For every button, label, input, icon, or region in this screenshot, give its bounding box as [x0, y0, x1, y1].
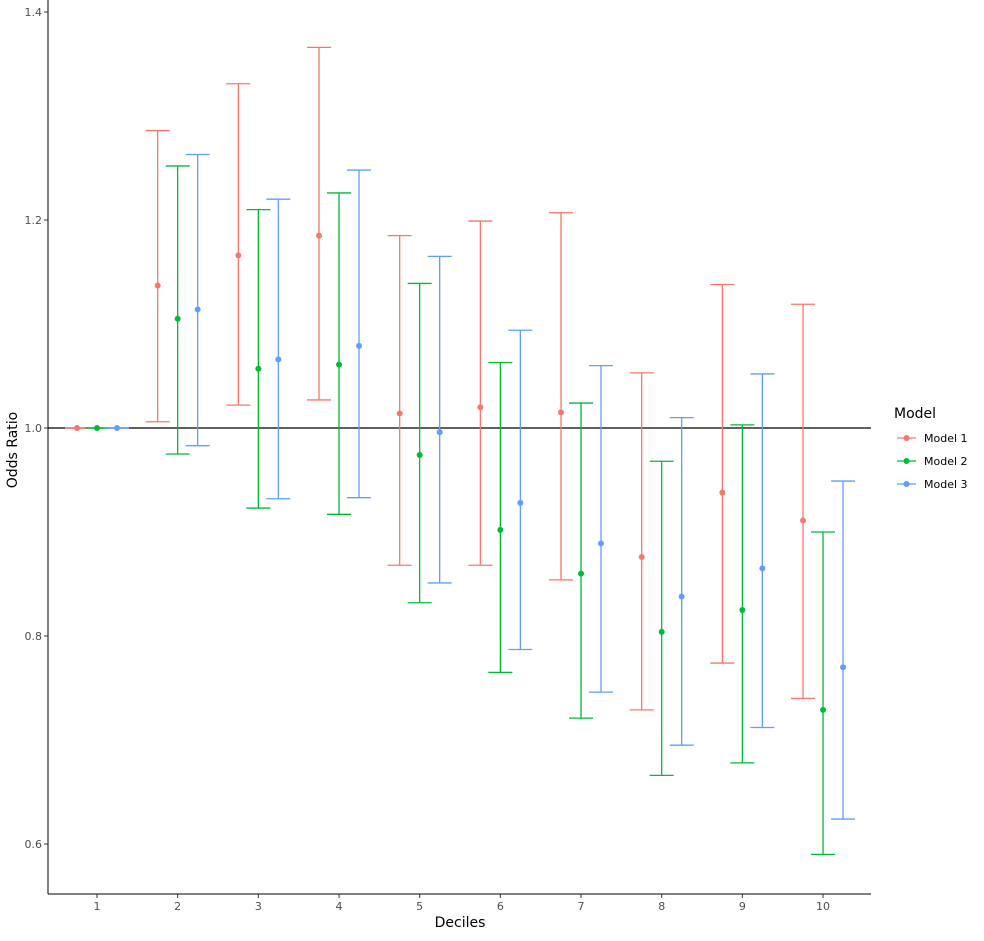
- data-point: [255, 365, 262, 372]
- data-point: [658, 628, 665, 635]
- data-point: [235, 252, 242, 259]
- y-tick-label: 1.4: [25, 6, 43, 19]
- series-3: [105, 153, 856, 820]
- data-point: [275, 356, 282, 363]
- y-tick-label: 1.0: [25, 422, 43, 435]
- legend-item-2: Model 2: [897, 455, 968, 468]
- data-point: [114, 425, 120, 431]
- data-point: [558, 409, 565, 416]
- y-tick-label: 0.6: [25, 838, 43, 851]
- legend-item-1: Model 1: [897, 432, 968, 445]
- x-axis-label: Deciles: [435, 915, 486, 931]
- legend-title: Model: [894, 406, 936, 422]
- legend: Model Model 1 Model 2 Model 3: [894, 406, 968, 491]
- legend-label: Model 1: [924, 432, 968, 445]
- legend-key-point: [903, 481, 910, 487]
- data-point: [678, 593, 685, 600]
- data-point: [396, 410, 403, 417]
- series-2: [85, 165, 836, 856]
- data-point: [336, 361, 343, 368]
- data-point: [416, 452, 423, 459]
- x-ticks: 1 2 3 4 5 6 7 8 9 10: [94, 894, 830, 913]
- data-point: [436, 429, 443, 436]
- y-tick-label: 1.2: [25, 214, 43, 227]
- data-point: [74, 425, 80, 431]
- data-point: [638, 553, 645, 560]
- data-point: [316, 232, 323, 239]
- y-tick-label: 0.8: [25, 630, 43, 643]
- plot-marks: [48, 46, 871, 856]
- legend-label: Model 3: [924, 478, 968, 491]
- data-point: [820, 706, 827, 713]
- data-point: [719, 489, 726, 496]
- data-point: [94, 425, 100, 431]
- y-axis-label: Odds Ratio: [5, 412, 21, 488]
- data-point: [840, 664, 847, 671]
- y-ticks: 0.6 0.8 1.0 1.2 1.4: [25, 6, 48, 851]
- legend-key-point: [903, 435, 910, 441]
- data-point: [598, 540, 605, 547]
- x-tick-label: 5: [416, 900, 423, 913]
- legend-key-point: [903, 458, 910, 464]
- data-point: [578, 570, 585, 577]
- x-tick-label: 7: [578, 900, 585, 913]
- x-tick-label: 6: [497, 900, 504, 913]
- x-tick-label: 10: [816, 900, 830, 913]
- x-tick-label: 8: [658, 900, 665, 913]
- data-point: [497, 526, 504, 533]
- data-point: [174, 315, 181, 322]
- x-tick-label: 9: [739, 900, 746, 913]
- data-point: [477, 404, 484, 411]
- x-tick-label: 4: [336, 900, 343, 913]
- data-point: [194, 306, 201, 313]
- x-tick-label: 3: [255, 900, 262, 913]
- legend-label: Model 2: [924, 455, 968, 468]
- data-point: [356, 342, 363, 349]
- data-point: [154, 282, 161, 289]
- x-tick-label: 1: [94, 900, 101, 913]
- data-point: [517, 499, 524, 506]
- data-point: [800, 517, 807, 524]
- data-point: [739, 607, 746, 613]
- x-tick-label: 2: [174, 900, 181, 913]
- legend-item-3: Model 3: [897, 478, 968, 491]
- series-1: [65, 46, 816, 711]
- data-point: [759, 565, 766, 572]
